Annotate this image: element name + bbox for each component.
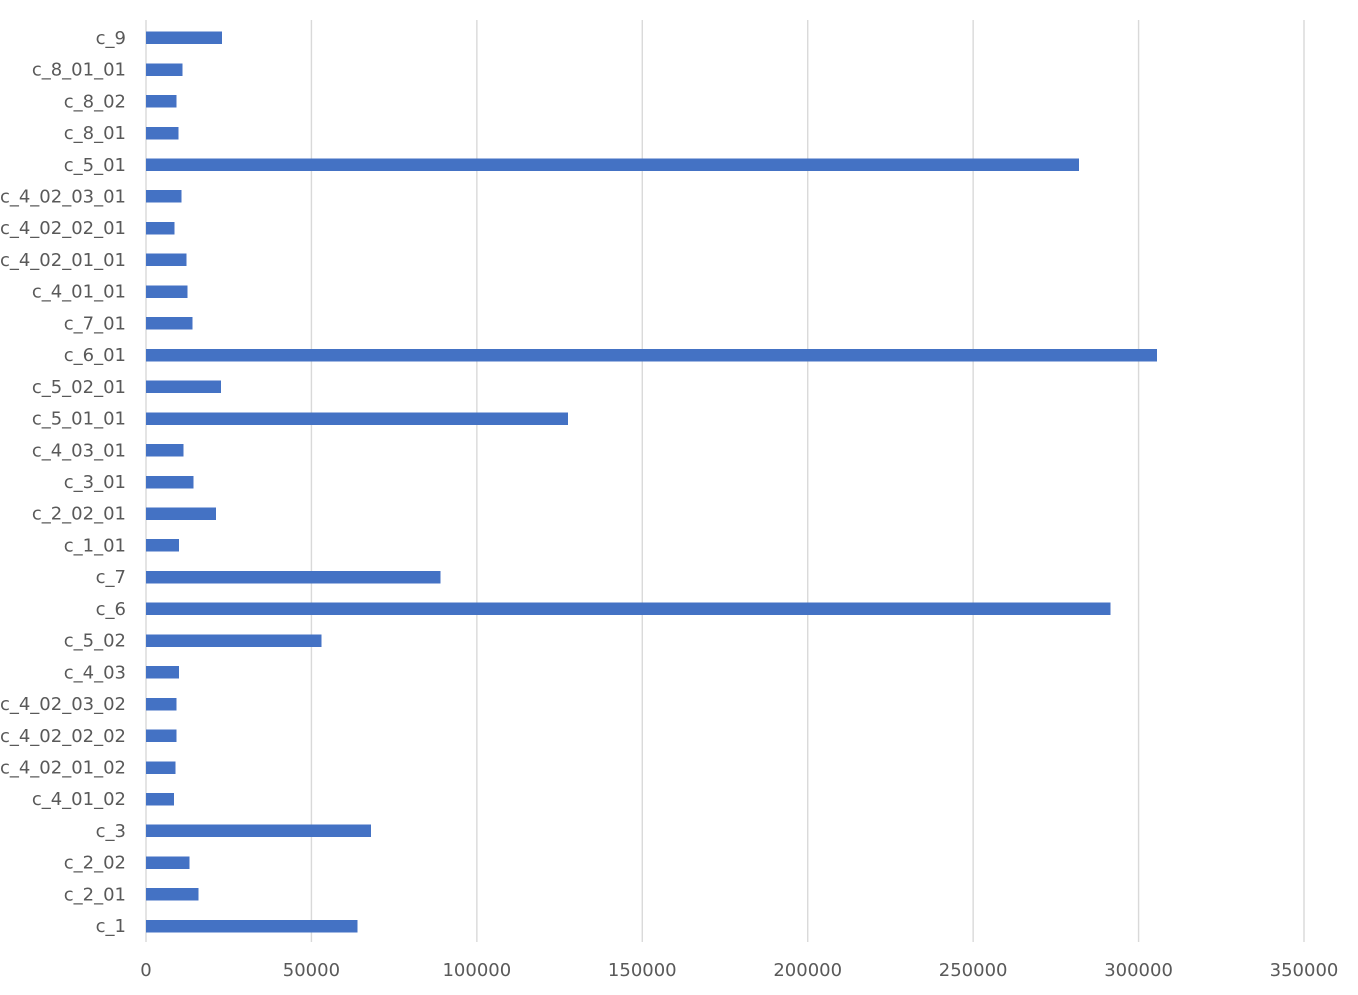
y-tick-label: c_4_02_02_01 xyxy=(0,218,126,239)
bar xyxy=(146,697,177,711)
y-tick-label: c_4_03_01 xyxy=(32,440,126,461)
y-tick-label: c_7_01 xyxy=(64,313,126,334)
bar xyxy=(146,666,180,679)
bar xyxy=(146,380,222,394)
y-tick-label: c_4_01_02 xyxy=(32,789,126,810)
bar xyxy=(146,221,175,235)
y-tick-label-layer: c_9 c_8_01_01 c_8_02 c_8_01 c_5_01 c_4_02_03_… xyxy=(0,28,126,937)
y-tick-label: c_2_02_01 xyxy=(32,504,126,525)
y-tick-label: c_3_01 xyxy=(64,472,126,493)
bar xyxy=(146,95,177,108)
y-tick-label: c_4_01_01 xyxy=(32,282,126,303)
x-tick-label: 100000 xyxy=(442,960,511,981)
bar xyxy=(146,126,179,140)
bar xyxy=(146,919,358,933)
y-tick-label: c_9 xyxy=(96,28,126,49)
x-tick-label: 200000 xyxy=(773,960,842,981)
y-tick-label: c_4_02_01_02 xyxy=(0,758,126,779)
bar xyxy=(146,317,193,330)
bar xyxy=(146,634,322,647)
bar xyxy=(146,31,223,45)
x-tick-label: 50000 xyxy=(283,960,340,981)
bar xyxy=(146,539,180,552)
bar-layer xyxy=(146,31,1157,933)
y-tick-label: c_8_02 xyxy=(64,91,126,112)
bar xyxy=(146,761,176,774)
y-tick-label: c_7 xyxy=(96,567,126,588)
bar xyxy=(146,729,177,743)
y-tick-label: c_4_02_01_01 xyxy=(0,250,126,271)
bar xyxy=(146,285,188,298)
x-tick-label: 150000 xyxy=(608,960,677,981)
y-tick-label: c_8_01_01 xyxy=(32,60,126,81)
y-tick-label: c_3 xyxy=(96,821,126,842)
y-tick-label: c_2_02 xyxy=(64,853,126,874)
bar xyxy=(146,253,187,267)
x-tick-label-layer: 0 50000 100000 150000 200000 250000 300000 3500… xyxy=(140,960,1338,981)
x-tick-label: 350000 xyxy=(1270,960,1339,981)
bar xyxy=(146,158,1080,172)
bar xyxy=(146,602,1111,616)
bar xyxy=(146,348,1157,362)
bar xyxy=(146,856,190,869)
bar xyxy=(146,475,194,489)
x-tick-label: 300000 xyxy=(1104,960,1173,981)
bar xyxy=(146,507,217,520)
y-tick-label: c_4_02_03_01 xyxy=(0,186,126,207)
y-tick-label: c_1_01 xyxy=(64,535,126,556)
y-tick-label: c_8_01 xyxy=(64,123,126,144)
bar xyxy=(146,412,568,425)
y-tick-label: c_4_02_03_02 xyxy=(0,694,126,715)
y-tick-label: c_6 xyxy=(96,599,126,620)
bar xyxy=(146,888,199,901)
x-tick-label: 250000 xyxy=(939,960,1008,981)
bar xyxy=(146,190,182,203)
y-tick-label: c_5_02 xyxy=(64,631,126,652)
y-tick-label: c_5_01 xyxy=(64,155,126,176)
y-tick-label: c_5_01_01 xyxy=(32,409,126,430)
y-tick-label: c_4_03 xyxy=(64,662,126,683)
bar xyxy=(146,63,183,76)
grid-layer xyxy=(145,20,1305,942)
x-tick-label: 0 xyxy=(140,960,151,981)
y-tick-label: c_4_02_02_02 xyxy=(0,726,126,747)
y-tick-label: c_6_01 xyxy=(64,345,126,366)
bar xyxy=(146,792,174,806)
y-tick-label: c_5_02_01 xyxy=(32,377,126,398)
bar xyxy=(146,444,184,457)
bar xyxy=(146,824,371,838)
y-tick-label: c_1 xyxy=(96,916,126,937)
y-tick-label: c_2_01 xyxy=(64,884,126,905)
bar xyxy=(146,570,441,584)
